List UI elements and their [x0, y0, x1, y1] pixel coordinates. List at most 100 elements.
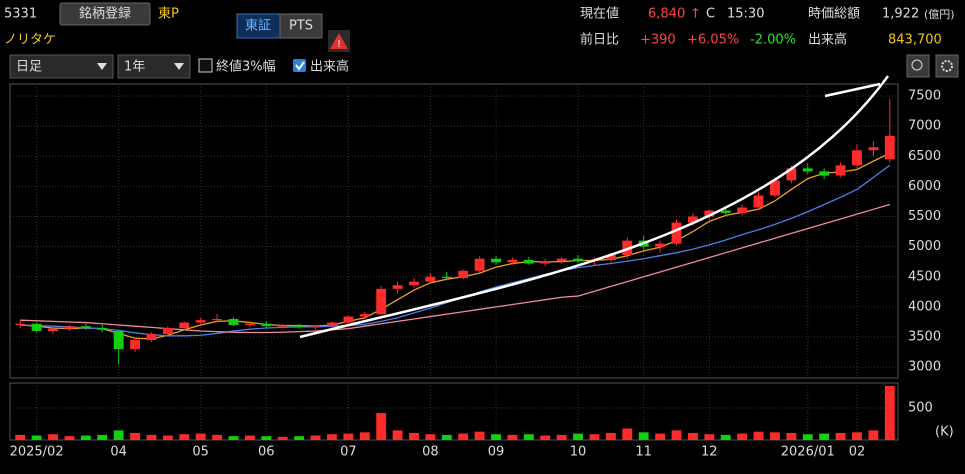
x-tick-label: 2026/01: [781, 445, 835, 460]
tab-tse-label[interactable]: 東証: [245, 18, 271, 34]
code: 5331: [4, 7, 37, 22]
volume-label: 出来高: [808, 32, 847, 48]
candle-body: [884, 135, 895, 160]
candle-body: [31, 323, 42, 332]
candle-body: [556, 258, 567, 262]
candle-body: [507, 259, 518, 263]
volume-bar: [113, 430, 124, 440]
period-label[interactable]: 日足: [16, 60, 42, 75]
warning-mark: !: [337, 39, 341, 50]
y-tick-label: 4500: [908, 269, 941, 284]
tab-pts-label[interactable]: PTS: [289, 19, 313, 34]
settings-button[interactable]: [935, 54, 959, 78]
time: 15:30: [727, 7, 764, 22]
volume-unit: (K): [935, 425, 954, 440]
moving-average: [20, 152, 891, 340]
price-flag: C: [706, 7, 715, 22]
volume-bar: [31, 435, 42, 440]
candle-body: [441, 276, 452, 278]
volume-bar: [770, 432, 780, 440]
volume-bar: [310, 435, 321, 440]
volume-bar: [835, 432, 846, 440]
candle-body: [786, 168, 797, 181]
volume-bar: [704, 434, 715, 440]
close3-label[interactable]: 終値3%幅: [216, 59, 276, 75]
tab-pts[interactable]: [279, 13, 323, 39]
candle-body: [376, 288, 387, 315]
tab-tse[interactable]: [236, 13, 281, 39]
zoom-icon: [911, 59, 923, 71]
candle-body: [244, 323, 255, 325]
volume-bar: [359, 432, 370, 440]
candle-body: [737, 207, 748, 213]
range-select[interactable]: [117, 54, 191, 79]
volume-bar: [212, 434, 223, 440]
volume-bar: [573, 433, 583, 440]
y-tick-label: 3500: [908, 330, 941, 345]
volume-bar: [737, 433, 748, 440]
y-tick-label: 5000: [908, 239, 941, 254]
register-button[interactable]: [59, 2, 151, 26]
volume-bar: [638, 432, 649, 440]
candle-body: [474, 258, 485, 271]
volume-bar: [376, 413, 387, 440]
volume-bar: [671, 430, 682, 440]
candle-body: [671, 222, 682, 244]
checkbox-checked[interactable]: [293, 59, 306, 72]
candle-body: [80, 326, 91, 328]
volume-bar: [868, 430, 879, 440]
candle-body: [392, 285, 403, 289]
volume-opt-label[interactable]: 出来高: [310, 59, 349, 75]
volume-bar: [409, 432, 419, 440]
volume-bar: [802, 434, 813, 440]
candle-body: [819, 171, 830, 176]
volume-bar: [146, 434, 157, 440]
candle-body: [753, 195, 764, 208]
candle-body: [573, 258, 583, 262]
y-tick-label: 6500: [908, 149, 941, 164]
volume-bar: [852, 432, 862, 440]
dropdown-arrow: [97, 63, 107, 70]
volume-bar: [819, 433, 830, 440]
candle-body: [605, 255, 616, 260]
settings-icon: [941, 60, 953, 72]
volume-bar: [15, 434, 26, 440]
zoom-button[interactable]: [906, 54, 930, 78]
candle-body: [64, 326, 75, 329]
x-tick-label: 08: [422, 445, 439, 460]
volume-bar: [786, 432, 797, 440]
volume-bar: [720, 434, 731, 440]
candle-body: [835, 165, 846, 176]
volume-bar: [162, 435, 173, 440]
volume-bar: [228, 436, 239, 440]
candle-body: [704, 210, 715, 217]
volume-bar: [491, 434, 501, 440]
price-arrow: ↑: [690, 7, 701, 22]
price: 6,840: [648, 7, 685, 22]
candle-body: [48, 328, 58, 332]
candle-body: [852, 150, 862, 166]
y-tick-label: 7000: [908, 119, 941, 134]
candle-body: [277, 325, 288, 327]
candle-body: [179, 322, 190, 328]
volume-bar: [622, 428, 633, 440]
checkbox[interactable]: [198, 58, 213, 73]
range-label[interactable]: 1年: [124, 60, 145, 75]
dropdown-arrow: [174, 63, 184, 70]
register-label[interactable]: 銘柄登録: [79, 7, 131, 22]
check-mark: [295, 61, 305, 71]
period-select[interactable]: [9, 54, 114, 79]
other-pct: -2.00%: [750, 33, 796, 48]
candle-body: [802, 168, 813, 172]
x-tick-label: 02: [849, 445, 866, 460]
volume-bar: [244, 435, 255, 440]
volume-bar: [80, 435, 91, 440]
trend-drawing: [299, 75, 890, 339]
candle-body: [113, 331, 124, 350]
candle-body: [540, 261, 551, 264]
volume-bar: [884, 385, 895, 440]
candle-body: [687, 216, 698, 223]
candle-body: [146, 334, 157, 341]
price-label: 現在値: [580, 6, 619, 22]
